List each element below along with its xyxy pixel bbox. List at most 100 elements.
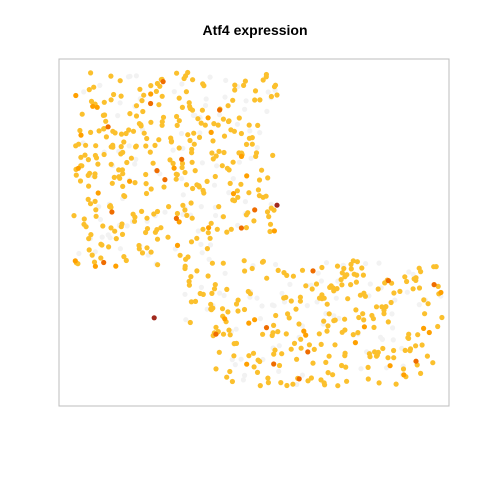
data-point: [103, 118, 109, 124]
data-point: [421, 325, 427, 331]
data-point: [219, 163, 225, 169]
data-point: [176, 95, 182, 101]
data-point: [404, 278, 410, 285]
data-point: [306, 342, 312, 348]
data-point: [243, 225, 249, 231]
data-point: [124, 159, 130, 166]
data-point: [117, 78, 123, 84]
data-point: [323, 359, 329, 365]
data-point: [130, 128, 137, 134]
data-point: [264, 108, 270, 114]
data-point: [140, 108, 146, 115]
data-point: [77, 127, 83, 134]
data-point: [356, 314, 362, 321]
data-point: [271, 351, 277, 357]
data-point: [137, 86, 143, 92]
data-point: [118, 93, 124, 99]
data-point: [81, 216, 87, 222]
data-point: [284, 382, 290, 389]
data-point: [343, 364, 349, 370]
data-point: [118, 151, 124, 157]
data-point: [207, 235, 213, 241]
data-point: [186, 100, 192, 106]
data-point: [285, 311, 291, 317]
data-point: [234, 121, 240, 127]
data-point: [209, 290, 215, 296]
data-point: [304, 303, 310, 309]
data-point: [392, 297, 398, 303]
data-point: [276, 368, 282, 374]
data-point: [179, 81, 185, 87]
data-point: [133, 144, 139, 150]
data-point: [174, 113, 180, 120]
data-point: [128, 155, 134, 161]
data-point: [227, 332, 233, 338]
data-point: [170, 147, 176, 153]
data-point: [88, 70, 94, 76]
data-point: [256, 177, 263, 183]
data-point: [425, 301, 431, 307]
data-point: [298, 345, 304, 351]
data-point: [176, 118, 182, 124]
data-point: [253, 150, 260, 156]
data-point: [290, 273, 296, 279]
data-point: [385, 278, 391, 284]
data-point: [353, 307, 359, 313]
data-point: [230, 176, 236, 182]
data-point: [228, 226, 234, 232]
data-point: [130, 211, 136, 217]
data-point: [241, 258, 247, 264]
data-point: [339, 282, 345, 288]
data-point: [216, 204, 222, 210]
data-point: [88, 98, 95, 104]
data-point: [265, 175, 271, 181]
data-point: [265, 380, 271, 386]
data-point: [174, 122, 180, 128]
data-point: [133, 103, 140, 109]
data-point: [185, 132, 191, 138]
data-point: [214, 163, 220, 169]
data-point: [371, 324, 377, 330]
data-point: [226, 118, 232, 124]
data-point: [161, 184, 167, 190]
data-point: [246, 122, 252, 128]
data-point: [109, 209, 115, 215]
data-point: [93, 213, 99, 219]
data-point: [195, 116, 201, 122]
data-point: [246, 353, 252, 359]
data-point: [416, 302, 422, 308]
data-point: [407, 346, 414, 352]
data-point: [124, 223, 130, 229]
data-point: [229, 378, 235, 385]
data-point: [203, 96, 209, 102]
data-point: [406, 331, 412, 337]
data-point: [265, 89, 271, 95]
data-point: [214, 226, 220, 232]
data-point: [233, 301, 240, 307]
data-point: [235, 194, 241, 200]
data-point: [252, 88, 259, 94]
data-point: [326, 353, 332, 359]
data-point: [246, 320, 252, 326]
data-point: [248, 155, 254, 161]
data-point: [144, 135, 150, 142]
data-point: [120, 171, 126, 177]
data-point: [186, 278, 192, 284]
data-point: [254, 145, 260, 151]
data-point: [118, 144, 124, 150]
data-point: [73, 143, 79, 149]
data-point: [213, 331, 219, 337]
data-point: [293, 306, 299, 312]
data-point: [325, 370, 331, 376]
data-point: [244, 173, 250, 179]
data-point: [318, 377, 324, 383]
data-point: [148, 91, 154, 97]
data-point: [358, 366, 364, 372]
data-point: [148, 83, 154, 89]
data-point: [252, 207, 258, 213]
data-point: [259, 259, 266, 265]
data-point: [116, 174, 122, 180]
data-point: [107, 203, 113, 209]
data-point: [94, 104, 100, 110]
data-point: [109, 180, 115, 186]
